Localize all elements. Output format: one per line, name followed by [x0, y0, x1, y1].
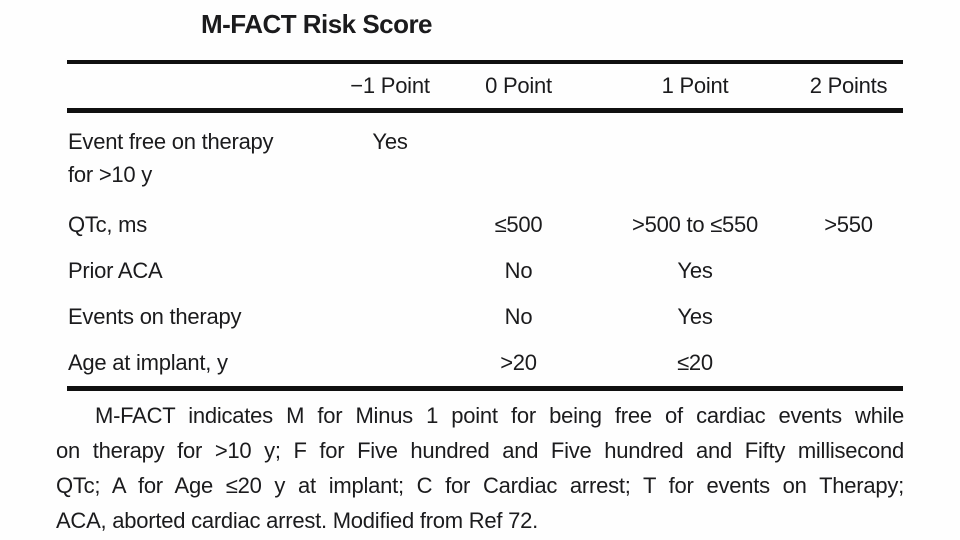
row-label-line1: Event free on therapy [68, 129, 274, 154]
footnote-line: ACA, aborted cardiac arrest. Modified fr… [56, 508, 538, 533]
row-label-age-at-implant: Age at implant, y [68, 350, 228, 375]
table-cell-event-free-1 [596, 113, 794, 125]
table-row-prior-aca: Prior ACA No Yes [67, 248, 903, 294]
table-header-rule [67, 108, 903, 113]
column-header-0-point: 0 Point [485, 73, 552, 98]
table-cell-qtc-2: >550 [824, 212, 873, 237]
table-row-age-at-implant: Age at implant, y >20 ≤20 [67, 340, 903, 386]
row-label-events-on-therapy: Events on therapy [68, 304, 242, 329]
footnote-line: on therapy for >10 y; F for Five hundred… [56, 438, 904, 463]
risk-score-table: −1 Point 0 Point 1 Point 2 Points Event … [67, 60, 903, 391]
table-cell-event-free-0 [441, 113, 596, 125]
table-row-qtc: QTc, ms ≤500 >500 to ≤550 >550 [67, 202, 903, 248]
table-cell-qtc-1: >500 to ≤550 [631, 212, 759, 237]
table-cell-qtc-0: ≤500 [494, 212, 543, 237]
row-label-event-free: Event free on therapy for >10 y [67, 113, 339, 191]
footnote-line: QTc; A for Age ≤20 y at implant; C for C… [56, 473, 904, 498]
footnote-line: M-FACT indicates M for Minus 1 point for… [95, 403, 904, 428]
table-cell-prior-aca-0: No [504, 258, 533, 283]
table-header-row: −1 Point 0 Point 1 Point 2 Points [67, 64, 903, 108]
table-cell-events-1: Yes [677, 304, 713, 329]
table-cell-events-0: No [504, 304, 533, 329]
table-bottom-rule [67, 386, 903, 391]
table-row-event-free: Event free on therapy for >10 y Yes [67, 113, 903, 202]
table-cell-event-free-2 [794, 113, 903, 125]
table-cell-age-0: >20 [500, 350, 537, 375]
table-cell-prior-aca-1: Yes [677, 258, 713, 283]
table-cell-event-free-minus1: Yes [372, 129, 408, 154]
footnote: M-FACT indicates M for Minus 1 point for… [56, 398, 904, 538]
table-row-events-on-therapy: Events on therapy No Yes [67, 294, 903, 340]
table-top-rule [67, 60, 903, 64]
table-title: M-FACT Risk Score [201, 9, 433, 39]
table-cell-age-1: ≤20 [677, 350, 713, 375]
row-label-qtc: QTc, ms [68, 212, 147, 237]
column-header-minus-1-point: −1 Point [350, 73, 430, 98]
column-header-1-point: 1 Point [661, 73, 729, 98]
row-label-line2: for >10 y [68, 162, 153, 187]
column-header-2-points: 2 Points [809, 73, 888, 98]
row-label-prior-aca: Prior ACA [68, 258, 163, 283]
